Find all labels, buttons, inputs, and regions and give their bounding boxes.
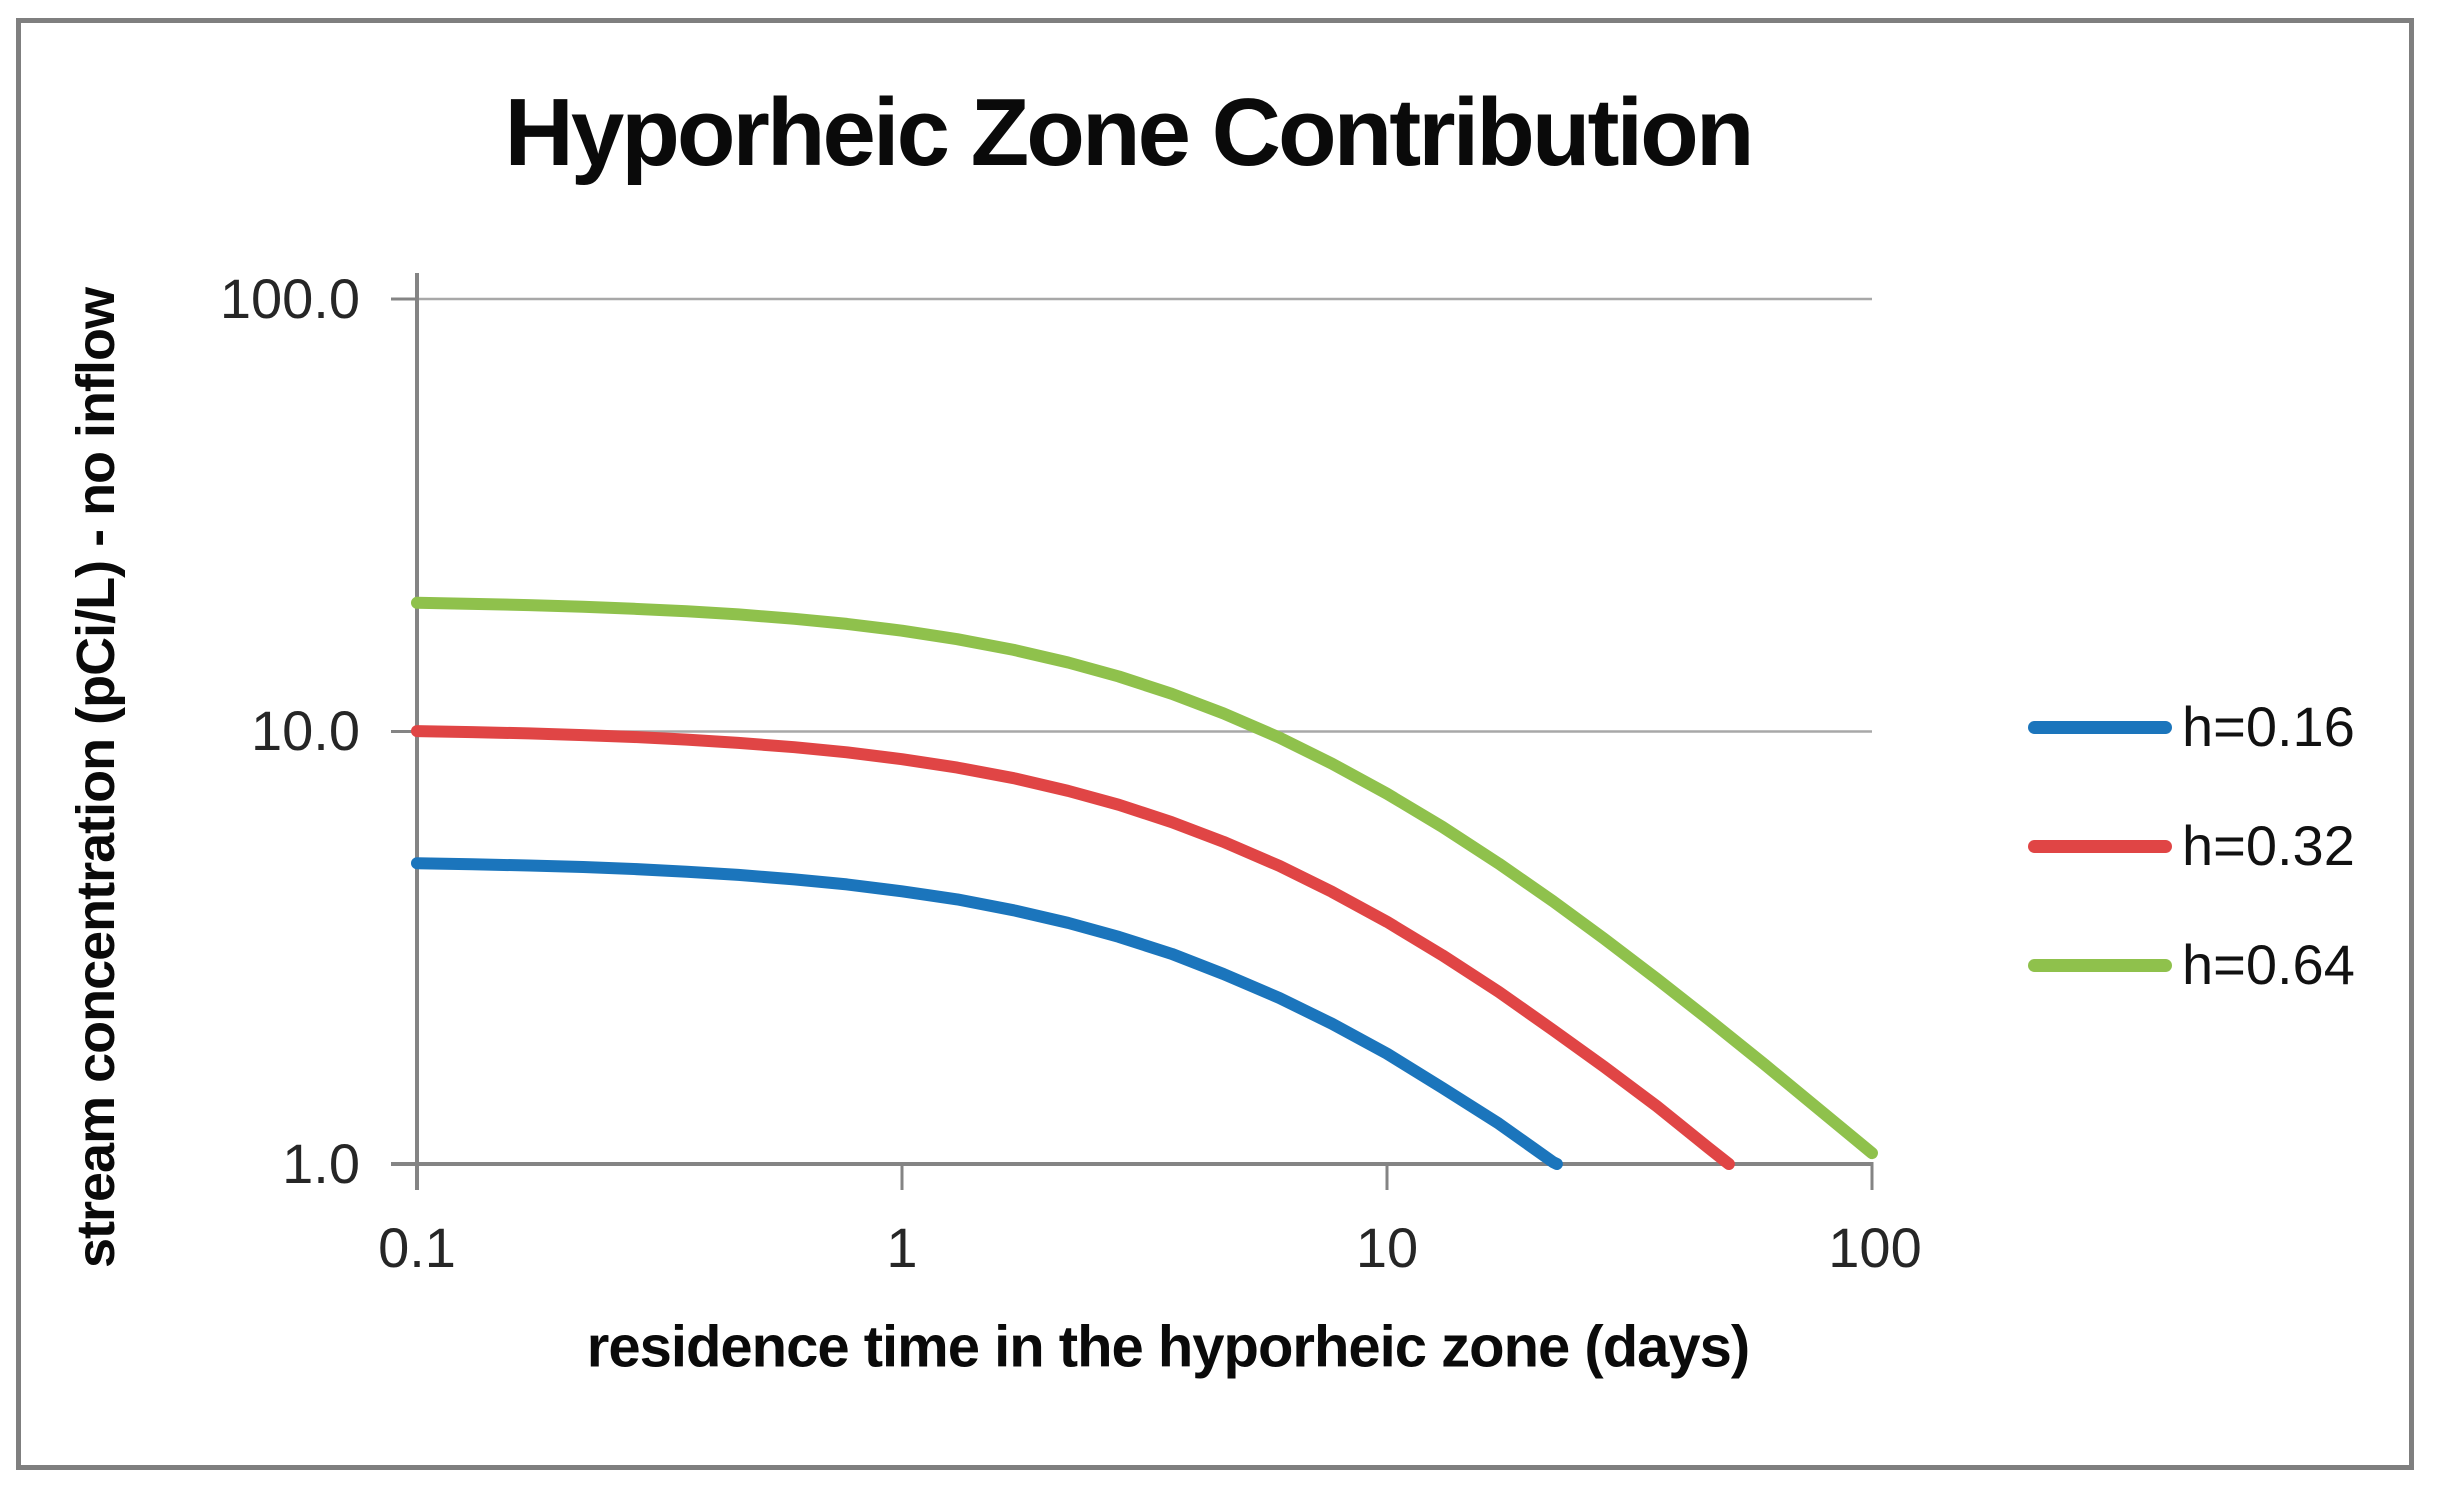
chart-title: Hyporheic Zone Contribution	[504, 79, 1755, 186]
x-tick-label-1: 1	[886, 1216, 918, 1279]
legend-label-h032: h=0.32	[2182, 814, 2355, 877]
x-tick-label-0.1: 0.1	[378, 1216, 456, 1279]
series-line-h=0.32	[411, 725, 1735, 1170]
legend-item-h064: h=0.64	[2028, 935, 2355, 995]
y-axis-title: stream concentration (pCi/L) - no inflow	[66, 287, 126, 1269]
x-tick-label-10: 10	[1355, 1216, 1419, 1279]
series-line-h=0.64	[411, 596, 1878, 1160]
y-tick-label-10: 10.0	[251, 699, 360, 762]
x-axis-title: residence time in the hyporheic zone (da…	[586, 1314, 1750, 1380]
legend-label-h016: h=0.16	[2182, 695, 2355, 758]
x-tick-label-100: 100	[1828, 1216, 1922, 1279]
legend-line-swatch-blue	[2028, 720, 2172, 734]
legend-label-h064: h=0.64	[2182, 933, 2355, 996]
legend-line-swatch-red	[2028, 839, 2172, 853]
y-tick-label-100: 100.0	[219, 267, 360, 330]
legend-item-h016: h=0.16	[2028, 697, 2355, 757]
legend-line-swatch-green	[2028, 958, 2172, 972]
y-tick-label-1: 1.0	[282, 1132, 360, 1195]
legend-item-h032: h=0.32	[2028, 816, 2355, 876]
series-line-h=0.16	[411, 857, 1563, 1170]
